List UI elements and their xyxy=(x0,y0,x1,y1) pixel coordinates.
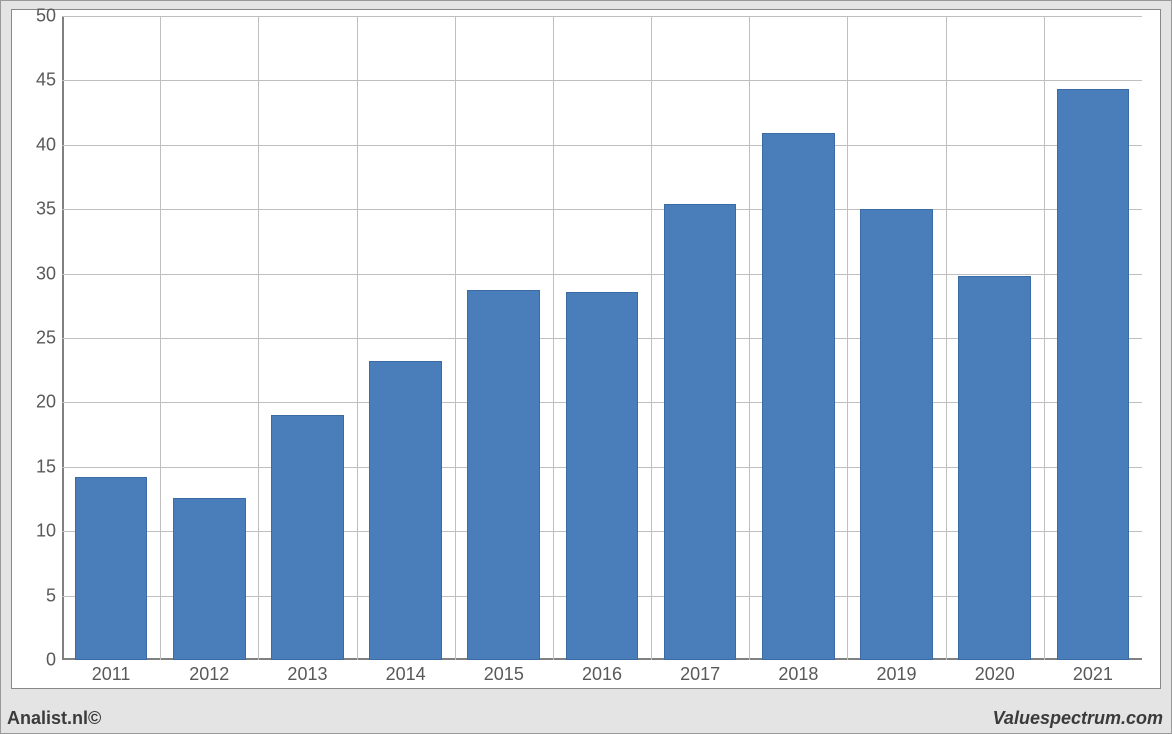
gridline-v xyxy=(357,16,358,660)
x-tick-label: 2018 xyxy=(778,664,818,685)
gridline-h xyxy=(62,80,1142,81)
y-tick-label: 25 xyxy=(16,328,56,349)
y-tick-label: 45 xyxy=(16,70,56,91)
gridline-v xyxy=(258,16,259,660)
gridline-h xyxy=(62,145,1142,146)
y-tick-label: 0 xyxy=(16,650,56,671)
x-tick-label: 2020 xyxy=(975,664,1015,685)
gridline-v xyxy=(749,16,750,660)
x-tick-label: 2011 xyxy=(92,664,131,685)
y-tick-label: 20 xyxy=(16,392,56,413)
y-tick-label: 5 xyxy=(16,585,56,606)
bar xyxy=(860,209,933,660)
gridline-h xyxy=(62,16,1142,17)
x-tick-label: 2017 xyxy=(680,664,720,685)
x-tick-label: 2012 xyxy=(189,664,229,685)
x-tick-label: 2019 xyxy=(877,664,917,685)
bar xyxy=(958,276,1031,660)
bar xyxy=(173,498,246,660)
bar xyxy=(467,290,540,660)
x-tick-label: 2013 xyxy=(287,664,327,685)
gridline-v xyxy=(847,16,848,660)
x-tick-label: 2014 xyxy=(386,664,426,685)
y-tick-label: 35 xyxy=(16,199,56,220)
y-tick-label: 10 xyxy=(16,521,56,542)
footer-left-credit: Analist.nl© xyxy=(7,708,101,729)
bar xyxy=(75,477,148,660)
gridline-v xyxy=(160,16,161,660)
bar xyxy=(762,133,835,660)
bar xyxy=(369,361,442,660)
y-tick-label: 40 xyxy=(16,134,56,155)
plot-frame: 0 5 10 15 20 25 30 35 40 45 50 2011 2012 2013 2014 2015… xyxy=(11,9,1161,689)
bar xyxy=(1057,89,1130,660)
y-tick-label: 50 xyxy=(16,6,56,27)
y-tick-label: 30 xyxy=(16,263,56,284)
bar xyxy=(566,292,639,660)
gridline-v xyxy=(553,16,554,660)
gridline-v xyxy=(946,16,947,660)
plot-area: 0510152025303540455020112012201320142015… xyxy=(62,16,1142,660)
bar xyxy=(664,204,737,660)
gridline-v xyxy=(1044,16,1045,660)
y-tick-label: 15 xyxy=(16,456,56,477)
bar xyxy=(271,415,344,660)
x-tick-label: 2021 xyxy=(1073,664,1113,685)
footer-right-credit: Valuespectrum.com xyxy=(993,708,1163,729)
gridline-v xyxy=(651,16,652,660)
gridline-v xyxy=(455,16,456,660)
x-tick-label: 2015 xyxy=(484,664,524,685)
gridline-h xyxy=(62,274,1142,275)
x-tick-label: 2016 xyxy=(582,664,622,685)
chart-container: 0 5 10 15 20 25 30 35 40 45 50 2011 2012 2013 2014 2015… xyxy=(0,0,1172,734)
gridline-h xyxy=(62,209,1142,210)
